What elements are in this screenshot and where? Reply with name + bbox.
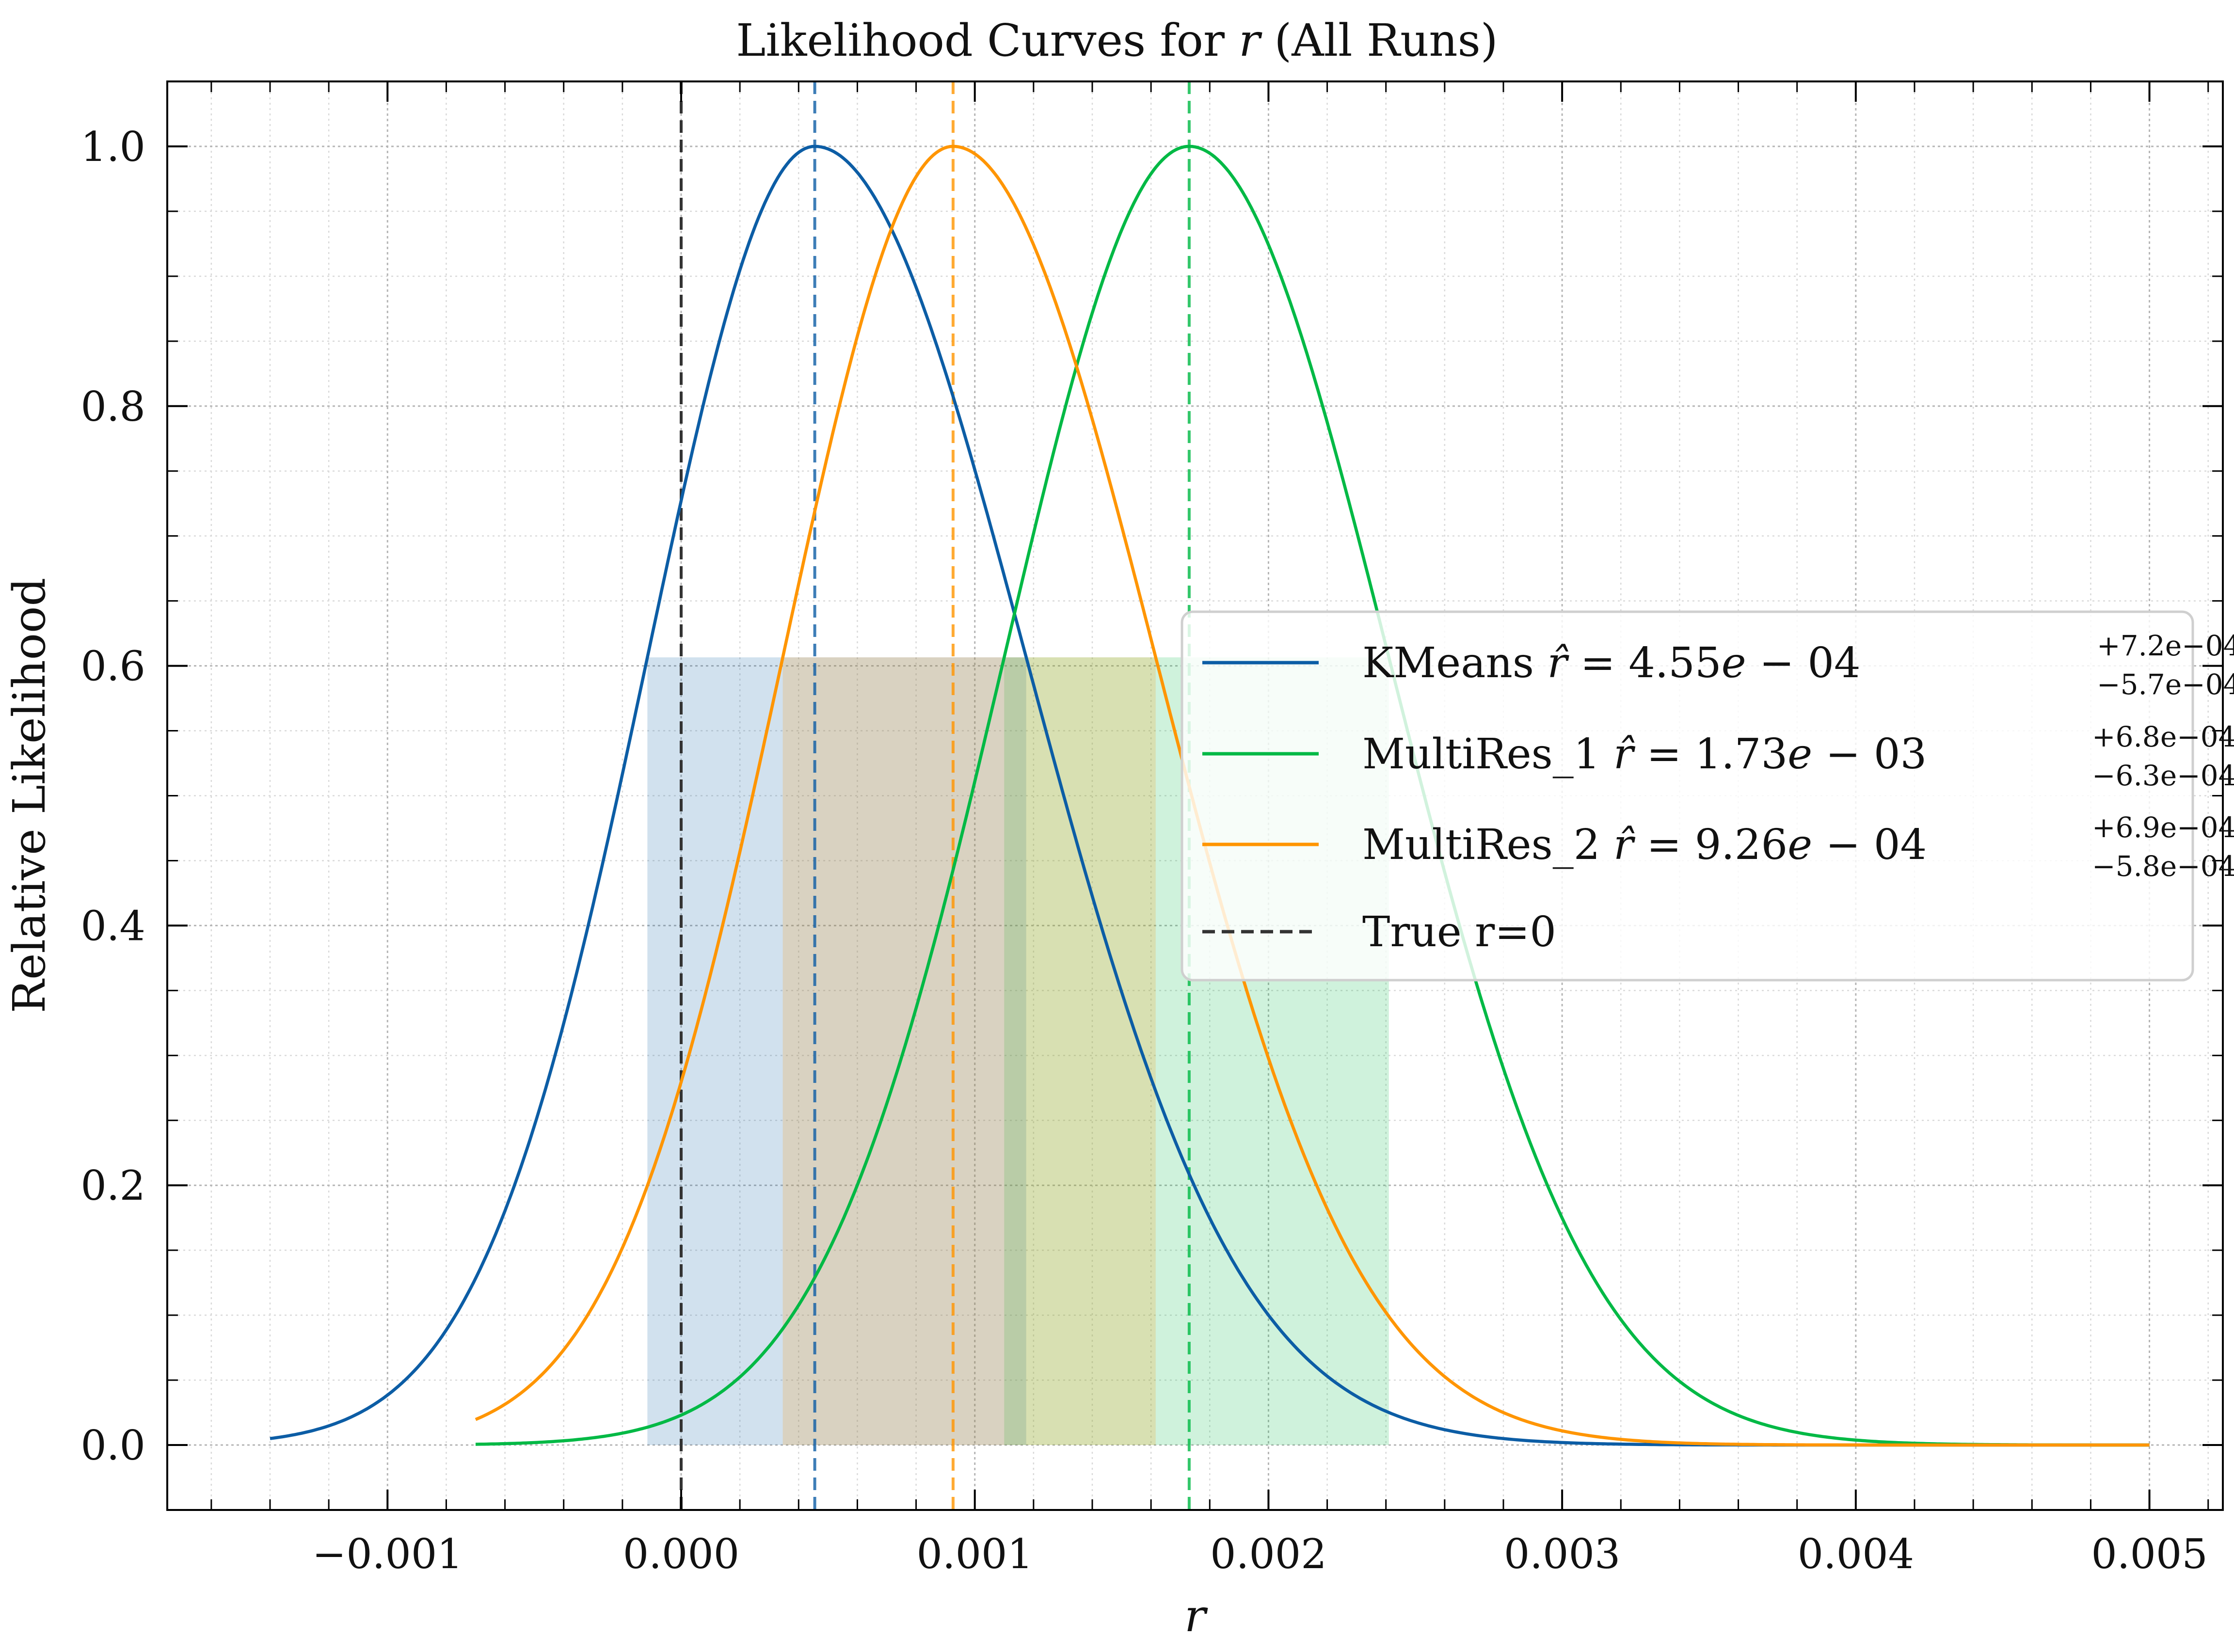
legend-sup-kmeans: +7.2e−04: [2097, 629, 2234, 662]
y-tick-label: 0.0: [80, 1422, 145, 1469]
y-tick-label: 1.0: [80, 123, 145, 171]
y-axis-label: Relative Likelihood: [3, 578, 55, 1014]
legend-label-true-r: True r=0: [1362, 908, 1556, 956]
legend-sub-kmeans: −5.7e−04: [2097, 668, 2234, 701]
legend-sub-multires-1: −6.3e−04: [2092, 759, 2234, 792]
legend-label-multires-2: MultiRes_2 r̂ = 9.26e − 04: [1362, 821, 1927, 869]
y-tick-labels: 0.0 0.2 0.4 0.6 0.8 1.0: [80, 123, 145, 1469]
likelihood-curves: [270, 144, 2150, 1447]
y-tick-label: 0.4: [80, 902, 145, 950]
chart-title: Likelihood Curves for r (All Runs): [736, 15, 1498, 66]
axis-ticks: [167, 80, 2223, 1511]
confidence-bands: [647, 657, 1389, 1446]
x-tick-label: 0.000: [623, 1530, 739, 1578]
legend-label-multires-1: MultiRes_1 r̂ = 1.73e − 03: [1362, 730, 1927, 778]
legend-sub-multires-2: −5.8e−04: [2092, 850, 2234, 883]
y-tick-label: 0.6: [80, 643, 145, 690]
x-tick-label: 0.005: [2091, 1530, 2207, 1578]
peak-lines: [813, 81, 1191, 1510]
legend-sup-multires-2: +6.9e−04: [2092, 811, 2234, 844]
x-tick-labels: −0.001 0.000 0.001 0.002 0.003 0.004 0.005: [312, 1530, 2208, 1578]
legend: KMeans r̂ = 4.55e − 04 +7.2e−04 −5.7e−04…: [1181, 610, 2234, 982]
x-tick-label: 0.002: [1210, 1530, 1326, 1578]
y-tick-label: 0.8: [80, 383, 145, 430]
x-axis-label: r: [1184, 1590, 1208, 1642]
x-tick-label: −0.001: [312, 1530, 463, 1578]
x-tick-label: 0.004: [1798, 1530, 1914, 1578]
legend-sup-multires-1: +6.8e−04: [2092, 720, 2234, 753]
legend-label-kmeans: KMeans r̂ = 4.55e − 04: [1362, 639, 1861, 687]
x-tick-label: 0.003: [1504, 1530, 1620, 1578]
x-tick-label: 0.001: [916, 1530, 1033, 1578]
y-tick-label: 0.2: [80, 1162, 145, 1209]
curve-2: [475, 144, 2150, 1447]
band-2: [782, 657, 1156, 1446]
curve-1: [475, 144, 2150, 1447]
band-0: [647, 657, 1026, 1446]
legend-box: [1181, 610, 2194, 982]
